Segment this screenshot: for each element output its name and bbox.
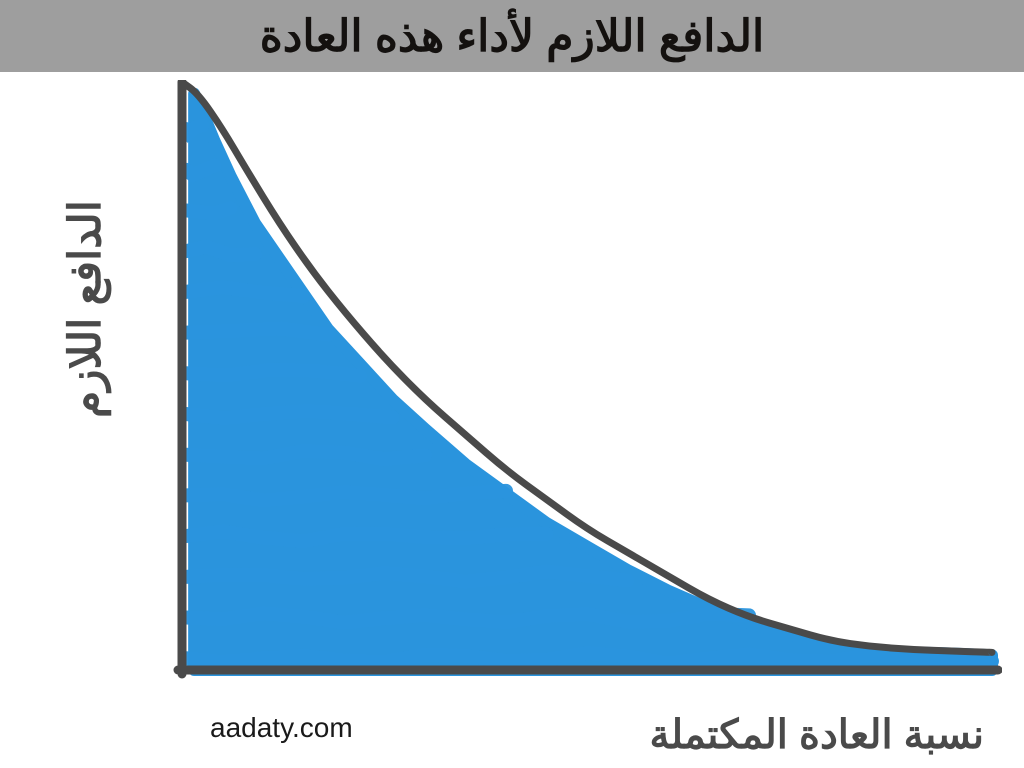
area-chart-svg	[172, 80, 1002, 680]
watermark: aadaty.com	[210, 712, 353, 744]
chart-title: الدافع اللازم لأداء هذه العادة	[260, 11, 765, 62]
y-axis-label: الدافع اللازم	[60, 200, 111, 418]
chart-title-bar: الدافع اللازم لأداء هذه العادة	[0, 0, 1024, 72]
x-axis-label: نسبة العادة المكتملة	[649, 712, 984, 758]
chart-area	[172, 80, 1002, 680]
